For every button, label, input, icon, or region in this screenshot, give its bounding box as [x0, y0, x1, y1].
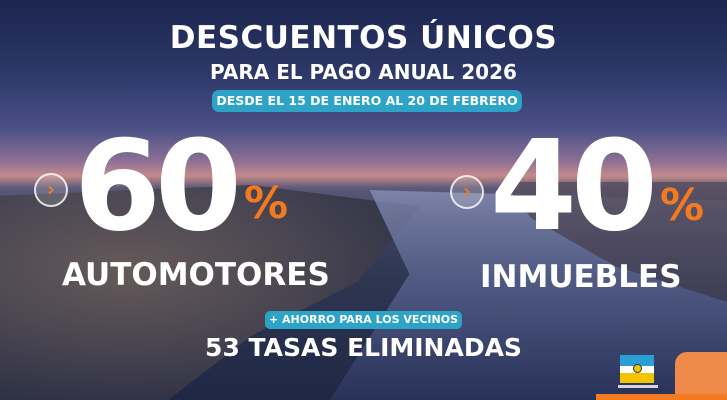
percent-sign: %: [660, 180, 705, 231]
savings-badge: + AHORRO PARA LOS VECINOS: [265, 311, 462, 329]
headline-subtitle: PARA EL PAGO ANUAL 2026: [210, 60, 517, 84]
discount-value-inmuebles: 40: [490, 114, 658, 259]
municipality-logo-caption: [618, 385, 658, 388]
brand-logo: [675, 352, 727, 394]
chevron-right-icon: ›: [450, 175, 484, 209]
date-range-pill: DESDE EL 15 DE ENERO AL 20 DE FEBRERO: [212, 90, 522, 112]
eliminated-fees-text: 53 TASAS ELIMINADAS: [205, 333, 522, 362]
headline-title: DESCUENTOS ÚNICOS: [169, 20, 558, 56]
accent-strip: [0, 394, 727, 400]
percent-sign: %: [244, 178, 289, 229]
discount-value-automotores: 60: [74, 114, 242, 259]
municipality-flag-logo: [620, 355, 654, 383]
chevron-right-icon: ›: [34, 173, 68, 207]
category-inmuebles: INMUEBLES: [480, 259, 682, 295]
category-automotores: AUTOMOTORES: [62, 257, 330, 293]
